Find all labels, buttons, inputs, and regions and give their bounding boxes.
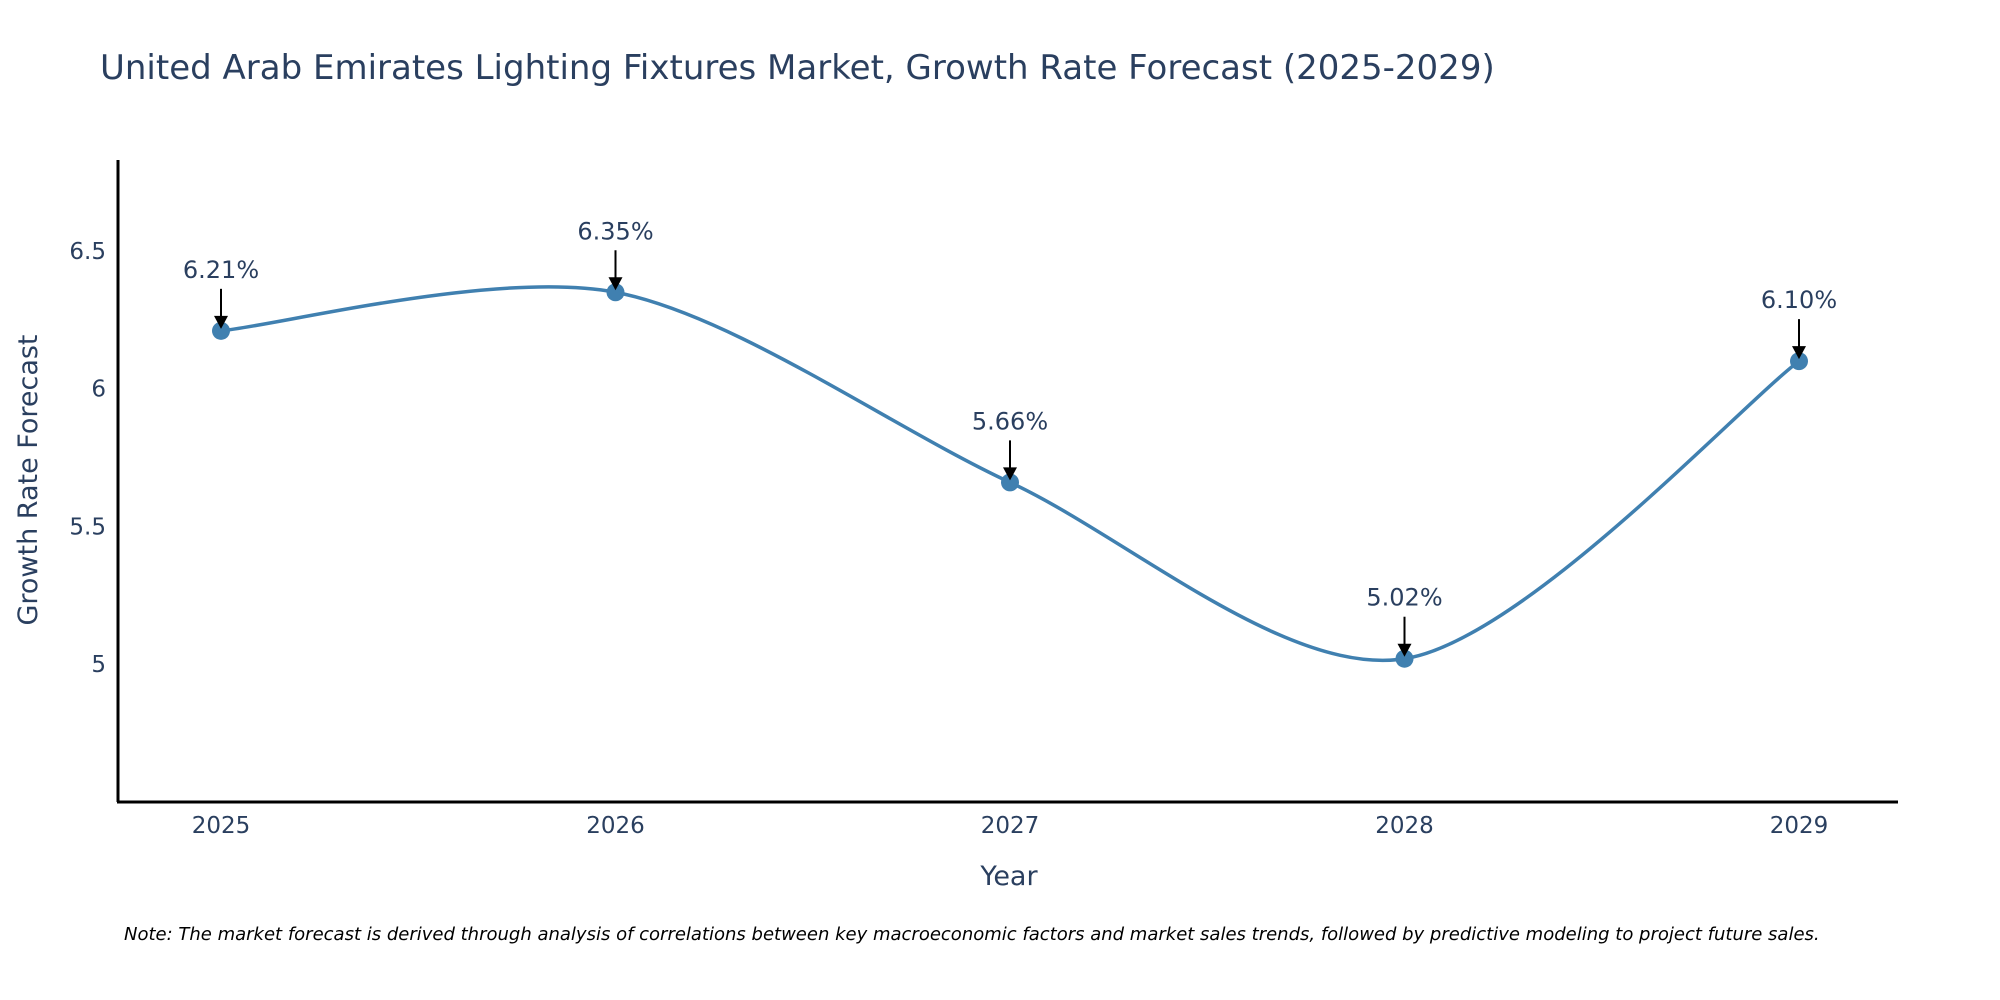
chart-title: United Arab Emirates Lighting Fixtures M… xyxy=(100,48,1495,88)
annotation-arrow-head xyxy=(608,277,623,291)
data-point xyxy=(1790,352,1808,371)
data-point xyxy=(212,321,230,340)
data-point xyxy=(1001,473,1019,492)
x-tick-label: 2027 xyxy=(981,813,1040,839)
x-tick-label: 2025 xyxy=(192,813,251,839)
x-tick-labels: 2025 2026 2027 2028 2029 xyxy=(192,813,1829,839)
x-tick-label: 2029 xyxy=(1770,813,1829,839)
annotation-arrow-head xyxy=(1397,643,1412,657)
data-label: 6.35% xyxy=(577,217,653,245)
y-tick-label: 6.5 xyxy=(69,239,106,265)
footnote: Note: The market forecast is derived thr… xyxy=(124,924,1820,945)
data-label: 5.66% xyxy=(972,407,1048,435)
data-label: 5.02% xyxy=(1366,584,1442,612)
y-tick-labels: 5 5.5 6 6.5 xyxy=(69,239,106,678)
data-label: 6.10% xyxy=(1761,286,1837,314)
y-tick-label: 6 xyxy=(91,377,106,403)
annotation-arrow-head xyxy=(1792,346,1806,360)
annotation-arrow-head xyxy=(214,315,228,329)
x-tick-label: 2028 xyxy=(1375,813,1434,839)
data-annotations: 6.21% 6.35% 5.66% 5.02% 6.10% xyxy=(183,217,1837,657)
y-tick-label: 5 xyxy=(91,652,106,678)
annotation-arrow-head xyxy=(1003,467,1017,481)
data-markers xyxy=(212,283,1808,668)
data-label: 6.21% xyxy=(183,256,259,284)
x-axis-title: Year xyxy=(979,861,1038,892)
y-tick-label: 5.5 xyxy=(69,514,106,540)
y-axis-title: Growth Rate Forecast xyxy=(13,334,44,625)
x-tick-label: 2026 xyxy=(586,813,645,839)
data-point xyxy=(1395,649,1414,668)
data-point xyxy=(606,283,625,302)
